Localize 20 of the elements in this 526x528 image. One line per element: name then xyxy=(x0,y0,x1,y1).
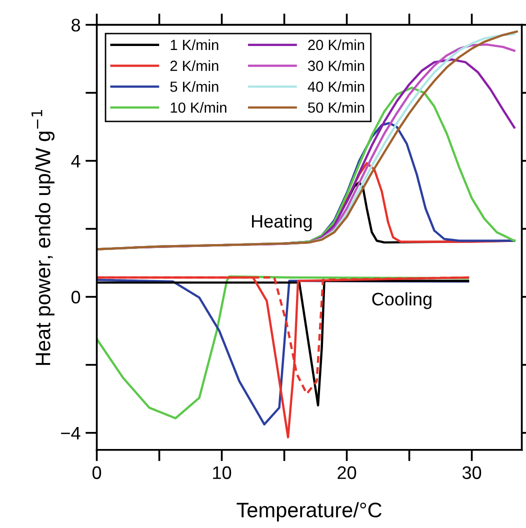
legend-label: 40 K/min xyxy=(308,81,364,92)
x-axis-title: Temperature/°C xyxy=(236,502,382,522)
legend-label: 50 K/min xyxy=(308,102,364,113)
legend-label: 5 K/min xyxy=(170,81,218,92)
legend-label: 10 K/min xyxy=(170,102,226,113)
annotation: Heating xyxy=(252,214,312,232)
x-tick-label: 20 xyxy=(338,466,356,480)
annotation: Cooling xyxy=(372,292,432,310)
legend-label: 20 K/min xyxy=(308,39,364,50)
y-tick-label: 4 xyxy=(71,154,80,168)
x-tick-label: 10 xyxy=(213,466,232,480)
y-tick-label: 0 xyxy=(71,290,80,304)
legend-label: 1 K/min xyxy=(170,39,218,50)
legend-label: 2 K/min xyxy=(170,60,218,71)
y-axis-title: Heat power, endo up/W g$^{−1}$ xyxy=(32,110,54,365)
x-tick-label: 30 xyxy=(462,466,482,480)
legend-label: 30 K/min xyxy=(308,60,364,71)
y-tick-label: −4 xyxy=(61,426,80,440)
y-tick-label: 8 xyxy=(72,18,80,32)
x-tick-label: 0 xyxy=(92,466,102,480)
